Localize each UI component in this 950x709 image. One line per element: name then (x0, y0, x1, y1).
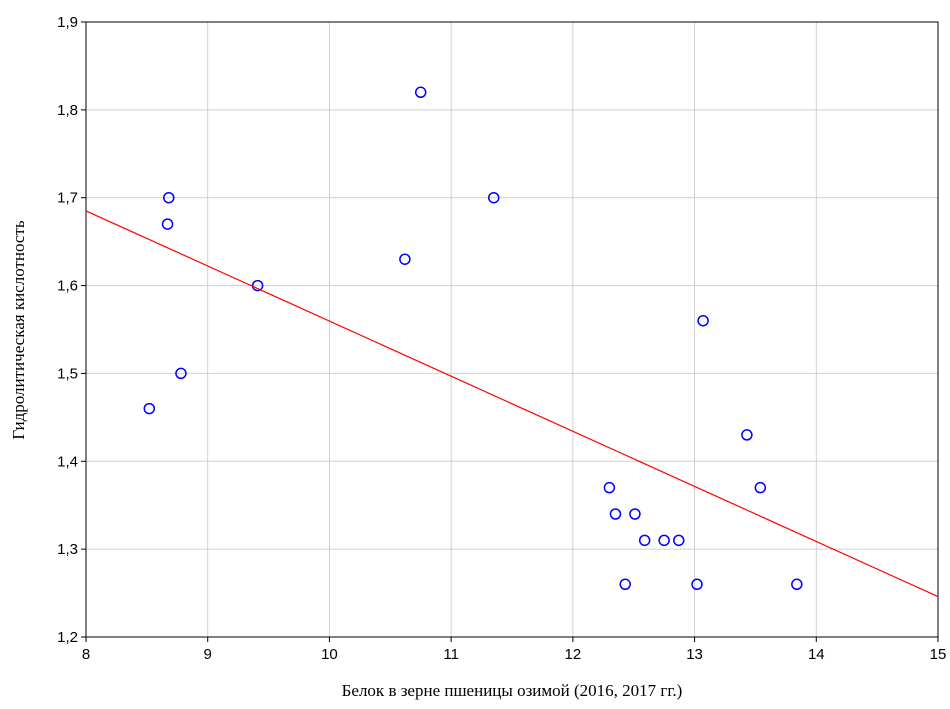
plot-frame (85, 21, 939, 638)
point (609, 508, 622, 520)
point (399, 253, 411, 265)
x-tick-label: 8 (82, 646, 90, 663)
y-axis-title: Гидролитическая кислотность (9, 220, 28, 440)
y-tick-label: 1,8 (57, 102, 78, 119)
point (691, 578, 703, 591)
point (163, 191, 175, 204)
point (487, 191, 500, 204)
point (143, 402, 156, 415)
point (619, 578, 631, 591)
regression-line (85, 210, 939, 598)
point (603, 481, 616, 494)
point (638, 534, 651, 547)
x-tick-label: 13 (686, 646, 703, 663)
y-tick-label: 1,2 (57, 629, 78, 646)
x-tick-label: 9 (204, 646, 212, 663)
point (629, 508, 641, 520)
x-tick-label: 11 (443, 646, 459, 663)
y-tick-label: 1,3 (57, 541, 78, 558)
point (741, 429, 753, 441)
y-tick-label: 1,4 (57, 453, 78, 470)
x-tick-label: 14 (808, 646, 825, 663)
x-axis-title: Белок в зерне пшеницы озимой (2016, 2017… (342, 681, 683, 700)
point (414, 86, 427, 99)
x-tick-label: 10 (321, 646, 338, 663)
point (754, 481, 767, 494)
point (791, 578, 803, 591)
y-tick-label: 1,7 (57, 190, 78, 207)
x-tick-label: 15 (930, 646, 947, 663)
point (161, 218, 174, 230)
point (251, 279, 264, 292)
point (697, 314, 709, 327)
point (658, 534, 670, 547)
x-tick-label: 12 (565, 646, 582, 663)
y-tick-label: 1,9 (57, 14, 78, 31)
y-tick-label: 1,6 (57, 278, 78, 295)
point (175, 367, 187, 380)
point (672, 534, 685, 547)
y-tick-label: 1,5 (57, 365, 78, 382)
